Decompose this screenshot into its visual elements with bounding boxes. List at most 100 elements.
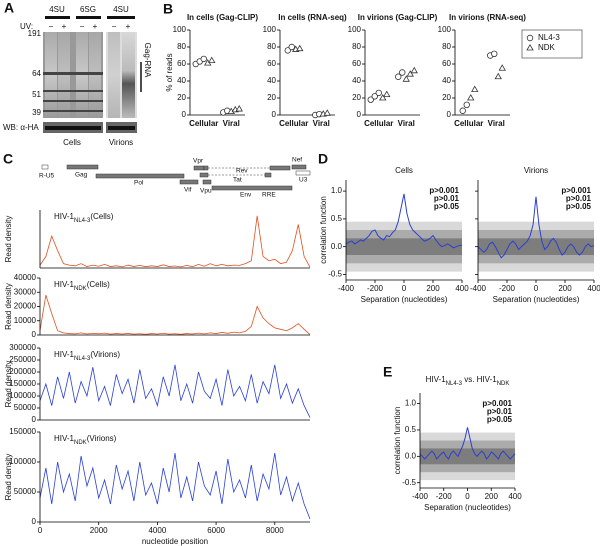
wb-band (108, 126, 135, 130)
band-label: p>0.05 (487, 415, 513, 424)
x-tick-label: Cellular (279, 119, 308, 128)
treatment: 4SU (49, 5, 65, 14)
y-tick-label: 40 (177, 76, 186, 85)
uv-sign: + (126, 22, 131, 31)
y-tick-label: 60 (442, 59, 451, 68)
data-point (200, 55, 207, 63)
y-tick-label: 200000 (9, 367, 36, 376)
data-point (467, 93, 475, 101)
genome-labels: R-U5 Gag Pol Vif Vpr Vpu Rev Tat Env RRE… (39, 157, 308, 199)
title-part: HIV-1 (54, 212, 75, 221)
gene-box (41, 164, 49, 170)
y-axis-label: Read density (4, 361, 13, 408)
lane-bar (107, 16, 135, 19)
title-part: (Virions) (90, 350, 120, 359)
genome-map (41, 164, 311, 191)
x-tick-label: 2000 (90, 526, 108, 535)
x-tick-label: 0 (402, 284, 407, 293)
band-label: p>0.01 (434, 194, 460, 203)
data-point (395, 73, 402, 80)
data-point (410, 66, 418, 74)
legend-box (521, 29, 583, 59)
y-tick-label: 50000 (14, 403, 37, 412)
y-tick-label: 40 (267, 76, 276, 85)
wb-label: WB: α-HA (3, 123, 39, 132)
y-tick-label: 100 (438, 25, 452, 34)
y-tick-label: 0 (32, 517, 37, 526)
title-part: (Cells) (90, 212, 113, 221)
x-axis-label: nucleotide position (142, 537, 208, 546)
y-tick-label: 20 (352, 93, 361, 102)
data-point (459, 107, 466, 114)
gene-box (291, 164, 307, 170)
side-label: Gag-RNA (143, 43, 152, 78)
y-tick-label: 0.0 (331, 242, 343, 251)
y-axis-label: Read density (4, 283, 13, 330)
data-point (323, 109, 331, 116)
legend-label: NL4-3 (538, 33, 560, 42)
legend-marker (526, 43, 534, 51)
title-part: HIV-1 (54, 350, 75, 359)
x-tick-label: Cellular (454, 119, 483, 128)
data-point (498, 64, 506, 71)
data-line (39, 452, 311, 520)
y-tick-label: 40 (352, 76, 361, 85)
panel-label: B (163, 1, 173, 17)
y-tick-label: 100 (173, 25, 187, 34)
title-subscript: NL4-3 (74, 356, 91, 362)
x-tick-label: Viral (488, 119, 505, 128)
y-tick-label: 1.0 (331, 186, 343, 195)
data-point (491, 50, 498, 57)
y-tick-label: -0.5 (328, 270, 342, 279)
y-tick-label: 300000 (9, 343, 36, 352)
group: Cells (63, 138, 81, 147)
data-point (399, 69, 406, 76)
gene-box (193, 165, 205, 171)
gene-label: U3 (299, 177, 308, 184)
x-tick-label: -400 (338, 284, 355, 293)
wb-band (45, 126, 101, 130)
x-tick-label: Viral (223, 119, 240, 128)
y-axis-label: Read density (4, 454, 13, 501)
data-line (345, 193, 463, 249)
chart-title: HIV-1NDK(Virions) (54, 434, 117, 445)
title-part: (Virions) (87, 434, 117, 443)
band-label: p>0.01 (487, 407, 513, 416)
title-part: In cells (RNA-seq) (278, 13, 347, 22)
title-part: Virions (524, 166, 548, 175)
data-point (463, 101, 470, 108)
legend-marker (526, 34, 534, 42)
x-tick-label: 200 (426, 284, 440, 293)
chart-title: Cells (395, 166, 413, 175)
y-tick-label: 20 (177, 93, 186, 102)
x-tick-label: Viral (313, 119, 330, 128)
x-tick-label: 0 (38, 526, 43, 535)
gene-box (66, 164, 99, 170)
marker: 39 (32, 108, 41, 117)
gene-label: Env (240, 192, 252, 199)
data-line (477, 196, 595, 259)
x-tick-label: Viral (398, 119, 415, 128)
band-label: p>0.05 (566, 202, 592, 211)
x-axis-label: Separation (nucleotides) (424, 503, 511, 512)
y-tick-label: 0.5 (405, 425, 417, 434)
chart-title: In cells (RNA-seq) (278, 13, 347, 22)
y-tick-label: 40000 (14, 273, 37, 282)
chart-title: HIV-1NL4-3(Virions) (54, 350, 120, 361)
x-tick-label: Cellular (189, 119, 218, 128)
title-part: HIV-1 (426, 375, 447, 384)
data-line (39, 364, 311, 418)
title-subscript: NL4-3 (74, 218, 91, 224)
x-tick-label: Cellular (364, 119, 393, 128)
gene-label: Pol (134, 180, 144, 187)
title-subscript: NDK (497, 381, 510, 387)
chart-title: HIV-1NL4-3(Cells) (54, 212, 114, 223)
y-tick-label: 20000 (14, 302, 37, 311)
y-tick-label: 100000 (9, 391, 36, 400)
chart-title: Virions (524, 166, 548, 175)
chart-title: HIV-1NDK(Cells) (54, 280, 110, 291)
y-tick-label: 150000 (9, 427, 36, 436)
chart-title: In virions (Gag-CLIP) (358, 13, 438, 22)
significance-band (478, 238, 594, 255)
gene-label: Tat (233, 177, 242, 184)
